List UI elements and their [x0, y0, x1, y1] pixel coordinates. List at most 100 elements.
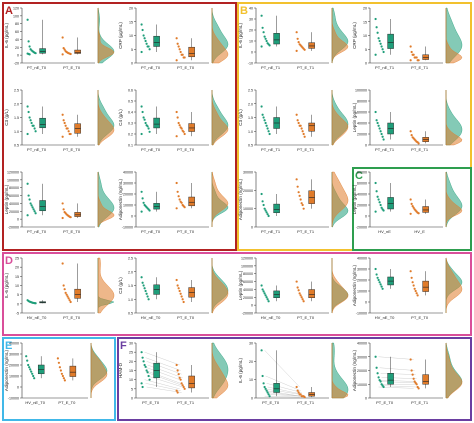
- data-point-group2: [415, 292, 418, 295]
- x-tick-label: PT_E_T1: [411, 65, 429, 70]
- data-point-group1: [140, 105, 143, 108]
- y-tick-label: 10: [129, 34, 133, 38]
- y-axis-label: C4 (g/L): [118, 109, 123, 126]
- data-point-group2: [176, 42, 179, 45]
- y-axis-label: CRP (µg/mL): [352, 22, 357, 49]
- data-point-group1: [34, 52, 37, 55]
- panel-frame-d: [2, 252, 472, 336]
- data-point-group2: [183, 387, 186, 390]
- y-tick-label: 100000: [241, 264, 253, 268]
- y-tick-label: 30: [129, 342, 133, 346]
- y-tick-label: 20: [129, 360, 133, 364]
- panel-letter-f: F: [120, 340, 127, 352]
- data-point-group2: [60, 372, 63, 375]
- data-point-group2: [175, 207, 178, 210]
- panel-letter-c: C: [355, 170, 363, 182]
- boxplot-group2-box: [422, 54, 429, 60]
- data-point-group2: [412, 377, 415, 380]
- data-point-group1: [147, 45, 150, 48]
- data-point-group1: [142, 284, 145, 287]
- y-tick-label: 10000: [9, 375, 19, 379]
- y-tick-label: 20: [15, 46, 19, 50]
- data-point-group2: [297, 191, 300, 194]
- data-point-group2: [409, 130, 412, 133]
- x-tick-label: PT_E_T0: [58, 400, 76, 405]
- data-point-group1: [382, 209, 385, 212]
- y-tick-label: 15: [15, 275, 19, 279]
- data-point-group2: [299, 294, 302, 297]
- data-point-group1: [26, 214, 29, 217]
- data-point-group2: [67, 297, 70, 300]
- panel-frame-a: [2, 2, 237, 251]
- data-point-group2: [412, 53, 415, 56]
- data-point-group1: [30, 204, 33, 207]
- data-point-group2: [61, 374, 64, 378]
- data-point-group2: [300, 127, 303, 130]
- data-point-group2: [409, 45, 412, 48]
- x-tick-label: PT_E_T1: [297, 147, 315, 152]
- data-point-group1: [26, 105, 29, 108]
- y-tick-label: 1.5: [14, 116, 19, 120]
- data-point-group2: [175, 59, 178, 62]
- data-point-group2: [64, 124, 67, 127]
- data-point-group2: [62, 119, 65, 122]
- y-tick-label: -20000: [356, 226, 367, 230]
- data-point-group2: [175, 181, 178, 185]
- data-point-group2: [178, 48, 181, 51]
- data-point-group1: [381, 48, 384, 51]
- boxplot-group2-box: [69, 365, 77, 377]
- pair-line: [264, 350, 300, 388]
- data-point-group1: [147, 127, 150, 130]
- data-point-group2: [416, 294, 419, 297]
- data-point-group1: [142, 34, 145, 37]
- y-tick-label: 80000: [243, 272, 253, 276]
- density-group2: [445, 342, 463, 399]
- y-axis-label: Adiponectin (ng/mL): [118, 178, 123, 220]
- x-tick-label: HV_nE: [378, 229, 391, 234]
- data-point-group2: [178, 289, 181, 293]
- x-tick-label: PT_nE_T1: [261, 65, 281, 70]
- data-point-group1: [268, 44, 271, 47]
- y-tick-label: 5: [365, 48, 367, 52]
- data-point-group2: [61, 36, 64, 39]
- data-point-group2: [179, 292, 182, 295]
- y-tick-label: 30: [249, 342, 253, 346]
- subplot-d-12: -5 0 5 10 15 20 25 IL-6 (pg/mL) HV_nE_T0 PT_E_T0: [4, 257, 115, 320]
- density-group2: [211, 8, 229, 64]
- y-axis-label: IL-6 (pg/mL): [4, 273, 9, 298]
- data-point-group1: [141, 356, 144, 359]
- pair-line: [267, 394, 303, 397]
- data-point-group1: [263, 207, 266, 210]
- density-group2: [331, 258, 349, 314]
- data-point-group1: [381, 135, 384, 138]
- pair-line: [145, 383, 181, 391]
- pair-line: [145, 357, 181, 371]
- data-point-group1: [29, 368, 32, 371]
- data-point-group1: [261, 113, 264, 116]
- y-tick-label: 2.5: [248, 89, 253, 93]
- data-point-group2: [302, 300, 305, 303]
- boxplot-group2-box: [422, 206, 429, 213]
- data-point-group1: [260, 349, 263, 352]
- y-tick-label: 1.0: [248, 130, 253, 134]
- pair-line: [144, 379, 180, 390]
- panel-letter-bg: [239, 4, 249, 15]
- y-axis-label: Leptin (pg/mL): [352, 102, 357, 132]
- boxplot-group2-box: [74, 49, 81, 54]
- y-tick-label: 0: [365, 397, 367, 401]
- boxplot-group1-box: [273, 33, 280, 45]
- density-group2: [90, 342, 108, 399]
- y-tick-label: 40000: [357, 342, 367, 346]
- data-point-group1: [30, 370, 33, 373]
- data-point-group1: [31, 206, 34, 209]
- data-point-group2: [297, 289, 300, 292]
- data-point-group2: [175, 278, 178, 282]
- y-tick-label: 40000: [9, 342, 19, 346]
- pair-line: [265, 390, 301, 397]
- x-tick-label: PT_E_T0: [177, 315, 195, 320]
- y-tick-label: 80000: [357, 171, 367, 175]
- data-point-group2: [417, 142, 420, 145]
- y-tick-label: 40000: [357, 193, 367, 197]
- x-tick-label: PT_nE_T1: [375, 65, 395, 70]
- y-axis-label: Adiponectin (ng/mL): [352, 264, 357, 306]
